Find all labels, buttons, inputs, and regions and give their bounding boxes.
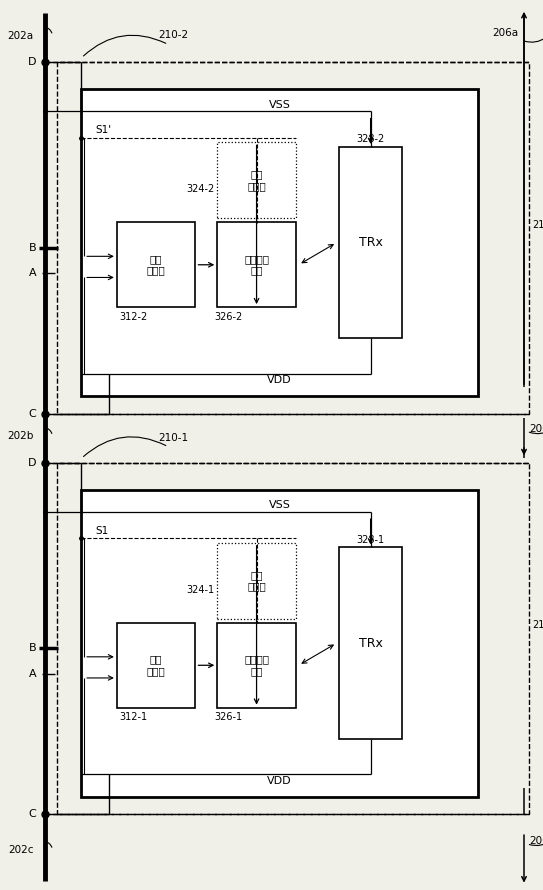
Text: A: A: [29, 668, 36, 679]
Text: 202a: 202a: [8, 30, 34, 41]
Text: 328-2: 328-2: [356, 134, 385, 144]
Bar: [217, 222, 296, 307]
Bar: [117, 222, 195, 307]
Bar: [217, 623, 296, 708]
Bar: [339, 547, 402, 739]
Text: D: D: [28, 457, 36, 468]
Text: 温度
センサ: 温度 センサ: [247, 570, 266, 592]
Text: 210-1: 210-1: [159, 433, 189, 443]
Text: S1: S1: [95, 526, 108, 536]
Bar: [117, 623, 195, 708]
Bar: [217, 142, 296, 218]
Text: 206a: 206a: [493, 28, 519, 38]
Text: VDD: VDD: [267, 376, 292, 385]
Bar: [217, 543, 296, 619]
Text: 温度
センサ: 温度 センサ: [247, 169, 266, 191]
Text: 206b: 206b: [529, 425, 543, 434]
Text: 212-2: 212-2: [532, 220, 543, 230]
Bar: [57, 463, 529, 814]
Text: S1': S1': [95, 125, 111, 135]
Text: D: D: [28, 57, 36, 68]
Text: VSS: VSS: [269, 100, 291, 109]
Text: デジタル
回路: デジタル 回路: [244, 654, 269, 676]
Text: 電圧
検出器: 電圧 検出器: [147, 254, 166, 276]
Text: 202b: 202b: [7, 431, 34, 441]
Bar: [339, 147, 402, 338]
Text: 326-1: 326-1: [214, 712, 243, 722]
Bar: [57, 62, 529, 414]
Text: VSS: VSS: [269, 500, 291, 510]
Text: VDD: VDD: [267, 776, 292, 786]
Text: TRx: TRx: [359, 636, 382, 650]
Text: 312-1: 312-1: [119, 712, 148, 722]
Text: 212-1: 212-1: [532, 620, 543, 630]
Text: C: C: [29, 409, 36, 419]
Text: 324-1: 324-1: [186, 585, 214, 595]
Text: 206c: 206c: [529, 836, 543, 846]
Text: C: C: [29, 809, 36, 820]
Text: 328-1: 328-1: [357, 535, 384, 545]
Text: A: A: [29, 268, 36, 279]
Text: 電圧
検出器: 電圧 検出器: [147, 654, 166, 676]
Bar: [81, 89, 478, 396]
Text: 202c: 202c: [8, 845, 34, 855]
Text: TRx: TRx: [359, 236, 382, 249]
Text: B: B: [29, 243, 36, 253]
Text: デジタル
回路: デジタル 回路: [244, 254, 269, 276]
Text: 210-2: 210-2: [159, 30, 189, 40]
Bar: [81, 490, 478, 797]
Text: 324-2: 324-2: [186, 184, 214, 194]
Text: 326-2: 326-2: [214, 312, 243, 321]
Text: B: B: [29, 643, 36, 653]
Text: 312-2: 312-2: [119, 312, 148, 321]
